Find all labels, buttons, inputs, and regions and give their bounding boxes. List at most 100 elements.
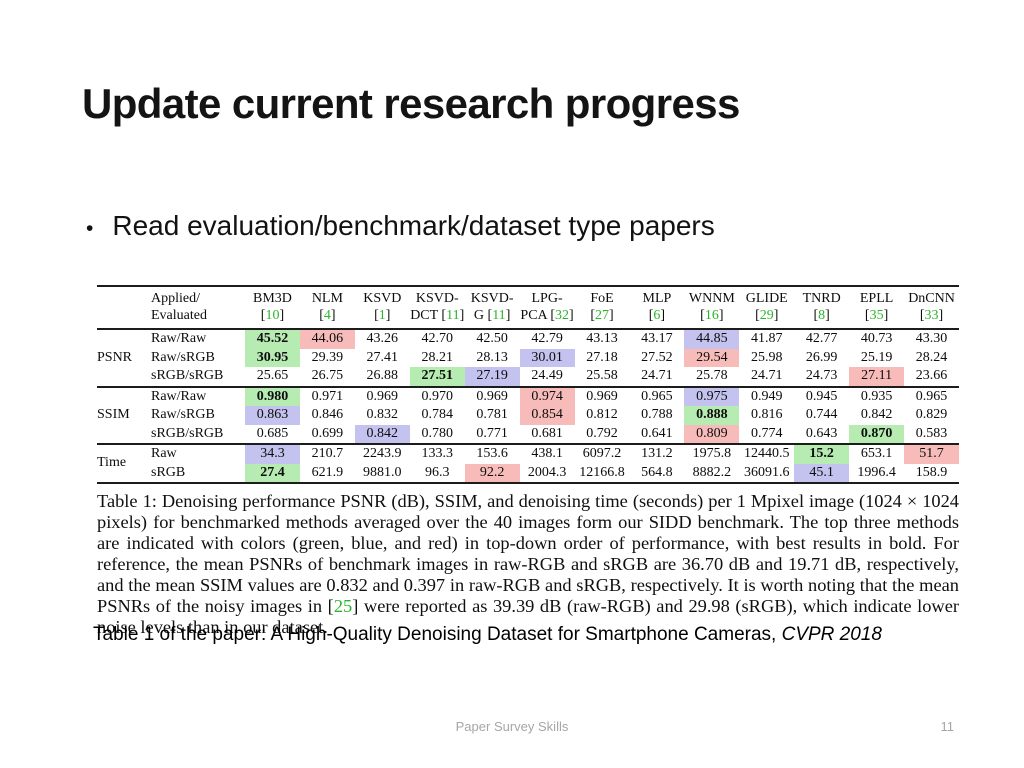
- table-row: Time Raw 34.3 210.7 2243.9 133.3 153.6 438.1 609…: [97, 444, 959, 470]
- table-cell: 43.13: [586, 331, 618, 346]
- table-cell: 0.583: [915, 425, 948, 441]
- method-name: EPLL: [859, 291, 894, 306]
- table-cell: 26.75: [311, 368, 344, 383]
- method-name: DnCNN: [908, 291, 955, 306]
- table-cell: 40.73: [860, 331, 893, 346]
- table-cell: 0.969: [586, 388, 618, 404]
- method-header: KSVD- DCT [11]: [410, 286, 465, 329]
- caption-text-2: ] were reported as 39.39 dB (raw-RGB) an…: [97, 596, 959, 637]
- table-cell: 36091.6: [744, 464, 790, 480]
- table-row: sRGB 27.4 621.9 9881.0 96.3 92.2 2004.3 12166.8…: [97, 463, 959, 483]
- table-cell: 96.3: [424, 464, 450, 480]
- method-header: KSVD- G [11]: [465, 286, 520, 329]
- row-label: Raw/Raw: [151, 388, 207, 404]
- table-row: Raw/sRGB 30.95 29.39 27.41 28.21 28.13 30.01 27…: [97, 348, 959, 367]
- method-header: KSVD [1]: [355, 286, 410, 329]
- table-cell: 43.17: [641, 331, 673, 346]
- table-cell: 12440.5: [744, 446, 790, 461]
- table-row: sRGB/sRGB 0.685 0.699 0.842 0.780 0.771 0.681 0…: [97, 424, 959, 444]
- citation-number: 8: [818, 308, 826, 323]
- citation-number: 4: [323, 308, 331, 323]
- applied-label: Applied/: [151, 291, 200, 306]
- method-name: GLIDE: [745, 291, 788, 306]
- metric-group: SSIM Raw/Raw 0.980 0.971 0.969 0.970 0.969 0.97…: [97, 386, 959, 444]
- source-note-venue: CVPR 2018: [781, 624, 882, 645]
- table-cell: 0.781: [476, 407, 508, 422]
- citation-number: 33: [924, 308, 939, 323]
- table-cell: 0.809: [684, 424, 740, 444]
- table-cell: 27.19: [464, 367, 520, 387]
- citation-number: 35: [869, 308, 884, 323]
- table-cell: 0.842: [860, 407, 893, 422]
- table-cell: 30.01: [519, 348, 575, 367]
- table-cell: 28.13: [476, 349, 508, 365]
- group-label: SSIM: [97, 407, 130, 422]
- method-name: MLP: [642, 291, 672, 306]
- citation-number: 10: [265, 308, 280, 323]
- table-cell: 27.11: [849, 367, 905, 387]
- metric-group: Time Raw 34.3 210.7 2243.9 133.3 153.6 438.1 609…: [97, 444, 959, 483]
- group-label: Time: [97, 455, 127, 471]
- table-cell: 92.2: [464, 463, 520, 483]
- caption-citation: 25: [333, 596, 353, 616]
- table-cell: 26.88: [366, 368, 399, 383]
- table-cell: 653.1: [860, 446, 893, 461]
- table-cell: 25.19: [860, 349, 893, 365]
- method-header: BM3D [10]: [245, 286, 300, 329]
- method-citation: [6]: [648, 308, 666, 323]
- method-citation: [35]: [864, 308, 889, 323]
- method-name: NLM: [311, 291, 343, 306]
- table-cell: 0.792: [586, 425, 618, 441]
- row-label: Raw/Raw: [151, 331, 207, 346]
- citation-number: 11: [446, 308, 460, 323]
- table-cell: 27.51: [409, 367, 465, 387]
- citation-number: 32: [555, 308, 570, 323]
- table-cell: 0.643: [805, 425, 838, 441]
- table-cell: 564.8: [641, 464, 673, 480]
- group-label: PSNR: [97, 349, 133, 365]
- method-header: NLM [4]: [300, 286, 355, 329]
- table-cell: 133.3: [421, 446, 453, 461]
- table-cell: 158.9: [915, 464, 948, 480]
- table-cell: 0.812: [586, 407, 618, 422]
- method-citation: [10]: [260, 308, 285, 323]
- table-cell: 6097.2: [582, 446, 622, 461]
- table-row: PSNR Raw/Raw 45.52 44.06 43.26 42.70 42.50 42.7…: [97, 329, 959, 365]
- row-label: sRGB/sRGB: [151, 368, 224, 383]
- table-cell: 1996.4: [857, 464, 896, 480]
- method-name: KSVD-: [415, 291, 459, 306]
- method-name: WNNM: [688, 291, 735, 306]
- table-cell: 27.4: [245, 463, 300, 483]
- table-cell: 0.971: [311, 388, 344, 404]
- table-cell: 0.945: [805, 388, 838, 404]
- table-cell: 12166.8: [579, 464, 625, 480]
- table-cell: 29.54: [684, 348, 740, 367]
- method-citation: DCT [11]: [410, 308, 465, 323]
- table-cell: 27.52: [641, 349, 673, 365]
- method-citation: [1]: [374, 308, 391, 323]
- table-cell: 15.2: [794, 444, 850, 464]
- table-cell: 30.95: [245, 348, 300, 367]
- table-cell: 9881.0: [363, 464, 402, 480]
- bullet-icon: •: [86, 217, 94, 240]
- method-header: TNRD [8]: [794, 286, 849, 329]
- table-cell: 41.87: [751, 331, 783, 346]
- citation-number: 6: [653, 308, 661, 323]
- table-cell: 0.965: [641, 388, 673, 404]
- table-cell: 27.41: [366, 349, 399, 365]
- method-header: MLP [6]: [629, 286, 684, 329]
- footer-title: Paper Survey Skills: [455, 719, 569, 734]
- table-cell: 8882.2: [692, 464, 732, 480]
- table-cell: 0.832: [366, 407, 399, 422]
- method-header: FoE [27]: [575, 286, 630, 329]
- table-cell: 25.58: [586, 368, 618, 383]
- table-cell: 153.6: [476, 446, 508, 461]
- table-cell: 23.66: [915, 368, 948, 383]
- table-cell: 621.9: [311, 464, 344, 480]
- table-cell: 1975.8: [692, 446, 732, 461]
- table-cell: 0.641: [641, 425, 673, 441]
- source-note: Table 1 of the paper: A High-Quality Den…: [93, 624, 882, 646]
- table-cell: 43.30: [915, 331, 948, 346]
- citation-number: 1: [378, 308, 386, 323]
- table-cell: 2004.3: [527, 464, 567, 480]
